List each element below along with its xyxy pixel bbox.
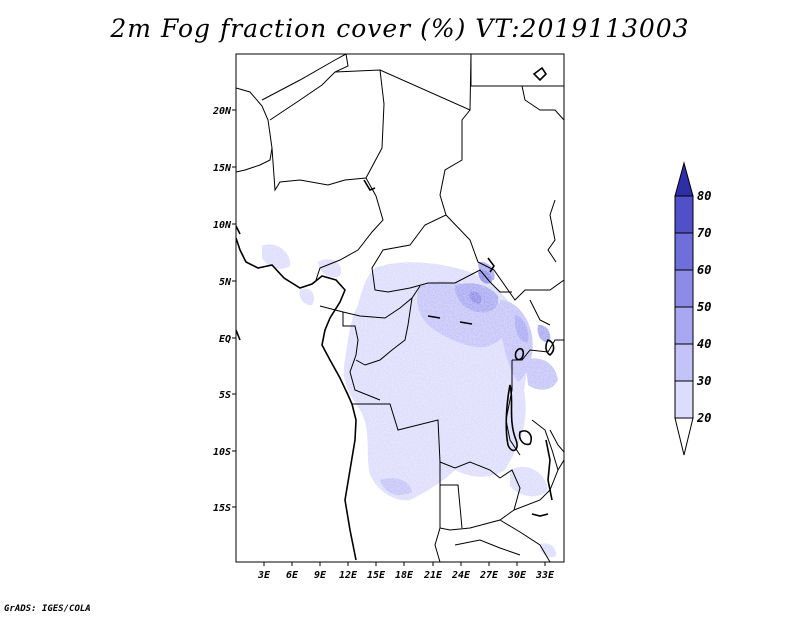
lat-label: 10S (213, 447, 231, 458)
footer-credit: GrADS: IGES/COLA (4, 604, 91, 614)
lon-label: 30E (507, 570, 527, 581)
lat-label: 15N (213, 163, 232, 174)
lat-label: 10N (213, 220, 232, 231)
colorbar-label: 60 (697, 263, 711, 277)
map-frame (235, 53, 565, 563)
lon-label: 9E (314, 570, 327, 581)
lon-label: 27E (479, 570, 499, 581)
colorbar-labels: 20 30 40 50 60 70 80 (696, 189, 711, 425)
lon-label: 21E (423, 570, 443, 581)
colorbar-label: 40 (697, 337, 711, 351)
lon-label: 3E (257, 570, 271, 581)
lon-label: 12E (339, 570, 358, 581)
lon-label: 6E (286, 570, 299, 581)
colorbar-segment (674, 343, 694, 382)
lon-label: 33E (535, 570, 555, 581)
colorbar (674, 161, 694, 456)
country-borders (236, 54, 564, 562)
colorbar-label: 80 (697, 189, 711, 203)
lon-label: 24E (451, 570, 471, 581)
lon-label: 15E (367, 570, 386, 581)
lon-label: 18E (395, 570, 414, 581)
colorbar-segment (674, 232, 694, 271)
lat-label: 5N (219, 277, 232, 288)
colorbar-label: 70 (697, 226, 711, 240)
colorbar-label: 50 (697, 300, 711, 314)
lat-ticks (232, 109, 236, 508)
colorbar-segment (674, 306, 694, 345)
lat-label: 15S (213, 503, 231, 514)
colorbar-segment (674, 195, 694, 234)
lon-ticks (263, 562, 546, 566)
map-title: 2m Fog fraction cover (%) VT:2019113003 (110, 14, 690, 43)
lat-axis: 20N 15N 10N 5N EQ 5S 10S 15S (212, 106, 232, 514)
lat-label: EQ (219, 334, 231, 345)
colorbar-segment (674, 269, 694, 308)
lat-label: 20N (212, 106, 232, 117)
lon-axis: 3E 6E 9E 12E 15E 18E 21E 24E 27E 30E 33E (257, 570, 555, 581)
colorbar-segment (674, 161, 694, 197)
colorbar-label: 30 (696, 374, 711, 388)
colorbar-segment (674, 417, 694, 456)
colorbar-segment (674, 380, 694, 419)
colorbar-label: 20 (696, 411, 711, 425)
coastline (236, 66, 555, 561)
lat-label: 5S (219, 390, 231, 401)
